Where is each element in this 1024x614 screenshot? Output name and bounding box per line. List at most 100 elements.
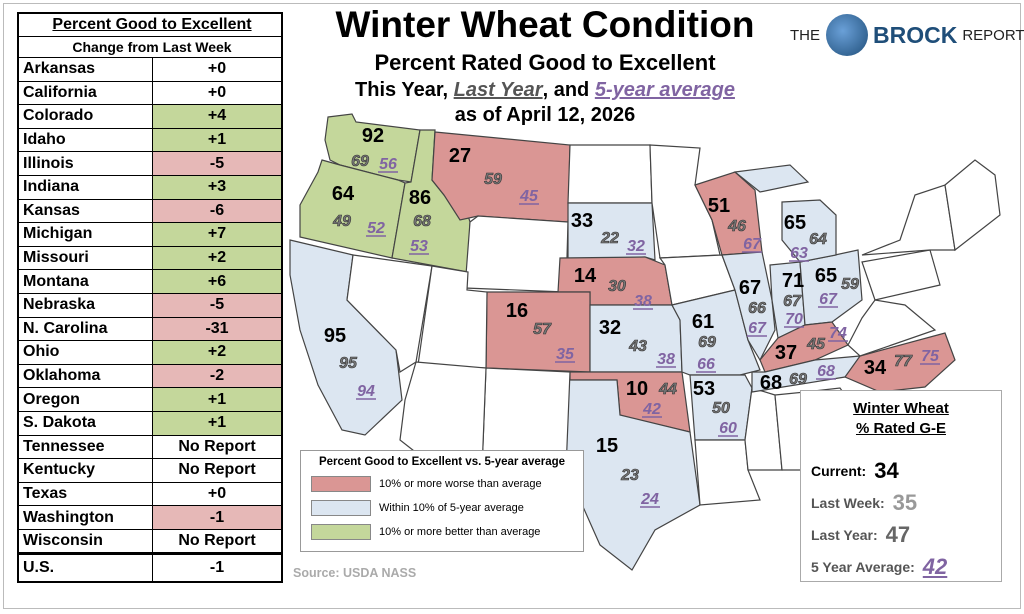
table-row: Kentucky No Report bbox=[17, 458, 283, 483]
table-row: Michigan +7 bbox=[17, 222, 283, 247]
this-year-value-ne: 14 bbox=[574, 265, 597, 287]
legend-item-worse: 10% or more worse than average bbox=[311, 476, 583, 492]
avg-value-or: 52 bbox=[367, 220, 385, 237]
state-name: Indiana bbox=[17, 174, 153, 200]
weekly-change: +1 bbox=[152, 410, 283, 436]
table-subheader: Change from Last Week bbox=[17, 36, 283, 58]
avg-value-in: 70 bbox=[785, 311, 803, 328]
avg-value-wi: 67 bbox=[743, 236, 762, 253]
summary-title: Winter Wheat bbox=[853, 400, 949, 417]
this-year-value-tx: 15 bbox=[596, 435, 618, 457]
current-label: Current: bbox=[811, 463, 867, 479]
table-row: Illinois -5 bbox=[17, 151, 283, 176]
state-wy bbox=[464, 215, 569, 293]
avg-value-il: 67 bbox=[748, 320, 767, 337]
summary-subtitle: % Rated G-E bbox=[855, 420, 946, 437]
avg-value-mo: 66 bbox=[697, 356, 715, 373]
state-name: California bbox=[17, 80, 153, 106]
last-year-value-tn: 69 bbox=[789, 371, 807, 388]
table-row: Montana +6 bbox=[17, 269, 283, 294]
this-year-value-mi: 65 bbox=[784, 212, 806, 234]
state-name: Oregon bbox=[17, 387, 153, 412]
summary-last-year: Last Year: 47 bbox=[811, 519, 1001, 551]
state-va bbox=[847, 299, 937, 357]
avg-value-co: 35 bbox=[556, 346, 575, 363]
table-row: Arkansas +0 bbox=[17, 57, 283, 82]
state-wa bbox=[324, 113, 421, 183]
table-row: Washington -1 bbox=[17, 505, 283, 530]
state-name: Nebraska bbox=[17, 292, 153, 318]
avg-value-ok: 42 bbox=[642, 401, 661, 418]
date-label: as of April 12, 2026 bbox=[454, 104, 636, 126]
table-row: Kansas -6 bbox=[17, 198, 283, 224]
this-year-value-ar: 53 bbox=[693, 378, 715, 400]
last-year-value-mo: 69 bbox=[698, 334, 716, 351]
table-header: Percent Good to Excellent bbox=[17, 12, 283, 37]
page-title: Winter Wheat Condition bbox=[335, 4, 755, 45]
globe-icon bbox=[826, 14, 868, 56]
state-name: Tennessee bbox=[17, 434, 153, 460]
table-row: S. Dakota +1 bbox=[17, 410, 283, 436]
weekly-change-table: Percent Good to Excellent Change from La… bbox=[17, 12, 283, 584]
last-year-value-nc: 77 bbox=[894, 353, 913, 370]
map-legend: Percent Good to Excellent vs. 5-year ave… bbox=[300, 450, 584, 552]
this-year-value-wi: 51 bbox=[708, 195, 730, 217]
last-year-label: Last Year: bbox=[811, 527, 878, 543]
frame bbox=[3, 3, 1021, 609]
this-year-value-ks: 32 bbox=[599, 317, 621, 339]
avg-value-mt: 45 bbox=[519, 188, 539, 205]
weekly-change: +3 bbox=[152, 174, 283, 200]
brock-report-logo: THE BROCK REPORT bbox=[790, 14, 1024, 56]
last-year-value-ne: 30 bbox=[608, 278, 626, 295]
state-nd bbox=[567, 144, 653, 204]
weekly-change: +2 bbox=[152, 245, 283, 271]
legend-item-better: 10% or more better than average bbox=[311, 524, 583, 540]
table-row: Oklahoma -2 bbox=[17, 363, 283, 389]
last-year-value-tx: 23 bbox=[620, 467, 639, 484]
legend-title: Percent Good to Excellent vs. 5-year ave… bbox=[318, 456, 566, 468]
weekly-change: +2 bbox=[152, 340, 283, 365]
state-name: Washington bbox=[17, 505, 153, 530]
this-year-value-ca: 95 bbox=[324, 325, 346, 347]
this-year-value-ok: 10 bbox=[626, 378, 648, 400]
table-row: Colorado +4 bbox=[17, 104, 283, 129]
this-year-value-or: 64 bbox=[332, 183, 355, 205]
avg-value-tx: 24 bbox=[640, 491, 659, 508]
weekly-change: -5 bbox=[152, 151, 283, 176]
last-year-value-ks: 43 bbox=[628, 338, 647, 355]
avg-value-sd: 32 bbox=[627, 238, 645, 255]
avg-value-nc: 75 bbox=[921, 348, 940, 365]
weekly-change: No Report bbox=[152, 528, 283, 555]
this-year-value-mo: 61 bbox=[692, 311, 714, 333]
weekly-change: -31 bbox=[152, 316, 283, 342]
state-name: N. Carolina bbox=[17, 316, 153, 342]
state-la bbox=[694, 439, 761, 506]
legend-swatch-within bbox=[311, 500, 371, 516]
weekly-change: +4 bbox=[152, 104, 283, 129]
avg-value-wa: 56 bbox=[379, 156, 397, 173]
this-year-value-id: 86 bbox=[409, 187, 431, 209]
avg-value-tn: 68 bbox=[817, 363, 835, 380]
weekly-change: +7 bbox=[152, 222, 283, 247]
weekly-change: -5 bbox=[152, 292, 283, 318]
avg-value-ar: 60 bbox=[719, 420, 737, 437]
last-year-value-ar: 50 bbox=[712, 400, 730, 417]
state-name: Idaho bbox=[17, 127, 153, 153]
avg-value-mi: 63 bbox=[790, 245, 808, 262]
weekly-change: No Report bbox=[152, 458, 283, 483]
last-year-value-ky: 45 bbox=[806, 336, 826, 353]
state-name: U.S. bbox=[17, 552, 153, 583]
state-mil bbox=[781, 199, 837, 263]
state-name: S. Dakota bbox=[17, 410, 153, 436]
table-row: California +0 bbox=[17, 80, 283, 106]
state-name: Wisconsin bbox=[17, 528, 153, 555]
weekly-change: +0 bbox=[152, 481, 283, 507]
last-year-value-wi: 46 bbox=[727, 218, 746, 235]
avg-value-ne: 38 bbox=[634, 293, 652, 310]
state-name: Kentucky bbox=[17, 458, 153, 483]
state-pa bbox=[861, 249, 941, 301]
weekly-change: +0 bbox=[152, 80, 283, 106]
avg-value-oh: 67 bbox=[819, 291, 838, 308]
